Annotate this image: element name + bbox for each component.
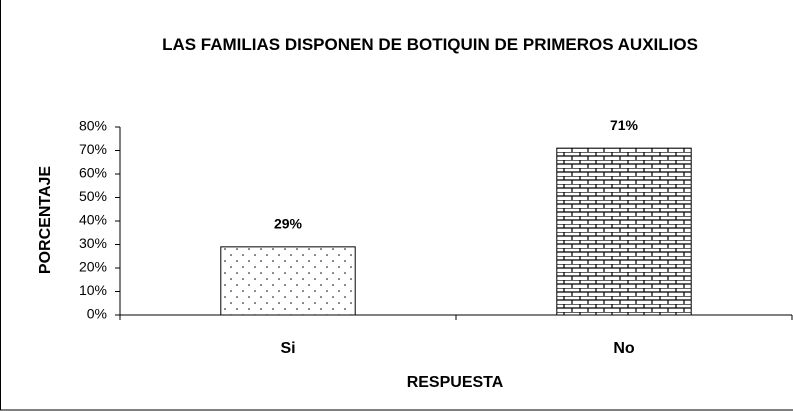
chart-title: LAS FAMILIAS DISPONEN DE BOTIQUIN DE PRI…	[162, 35, 698, 54]
data-label: 71%	[610, 117, 639, 133]
x-axis-label: RESPUESTA	[407, 374, 504, 391]
y-tick-label: 60%	[79, 165, 107, 181]
data-label: 29%	[274, 216, 303, 232]
bar	[220, 246, 356, 316]
y-axis-label: PORCENTAJE	[37, 166, 54, 274]
y-tick-label: 0%	[87, 306, 107, 322]
y-tick-label: 50%	[79, 188, 107, 204]
y-tick-label: 30%	[79, 235, 107, 251]
y-tick-label: 40%	[79, 212, 107, 228]
y-tick-label: 10%	[79, 282, 107, 298]
y-tick-label: 70%	[79, 141, 107, 157]
bar	[556, 147, 692, 316]
x-tick-label: Si	[280, 340, 295, 357]
y-tick-label: 20%	[79, 259, 107, 275]
x-tick-label: No	[613, 340, 635, 357]
y-tick-label: 80%	[79, 118, 107, 134]
